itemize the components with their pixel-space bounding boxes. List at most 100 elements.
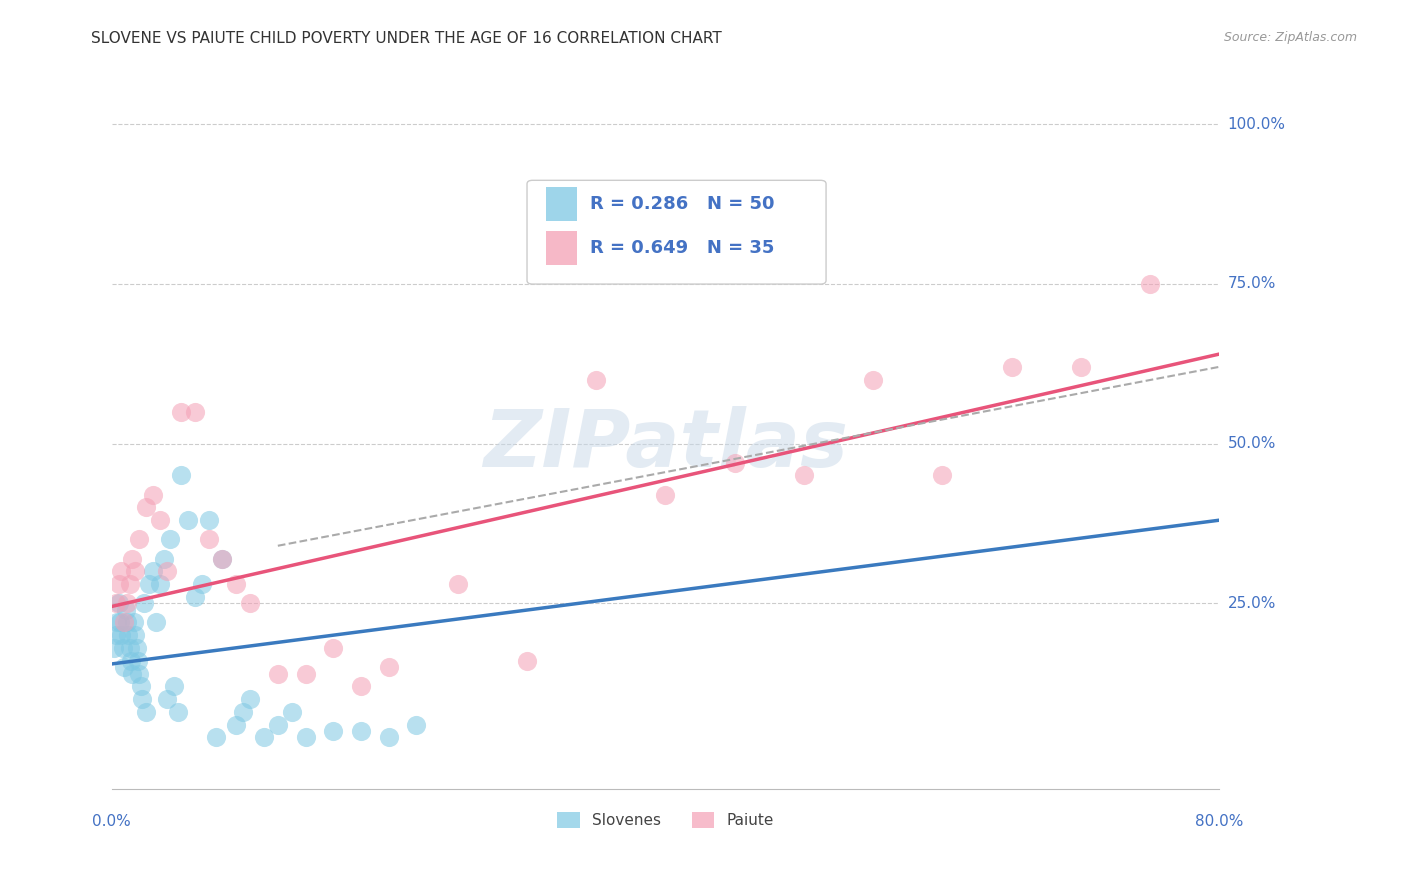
- Point: [1139, 277, 1161, 291]
- Point: [128, 666, 150, 681]
- Point: [350, 724, 373, 739]
- Point: [1000, 359, 1022, 374]
- Point: [447, 577, 470, 591]
- Point: [108, 615, 131, 630]
- Point: [654, 488, 676, 502]
- Point: [118, 640, 141, 655]
- Text: 75.0%: 75.0%: [1227, 277, 1275, 292]
- Text: R = 0.286   N = 50: R = 0.286 N = 50: [591, 195, 775, 213]
- Point: [163, 679, 186, 693]
- Point: [103, 640, 125, 655]
- Point: [121, 666, 143, 681]
- Point: [142, 564, 165, 578]
- Point: [931, 468, 953, 483]
- Text: 25.0%: 25.0%: [1227, 596, 1275, 611]
- Text: ZIPatlas: ZIPatlas: [482, 406, 848, 484]
- Bar: [546, 186, 576, 221]
- Point: [225, 717, 247, 731]
- Bar: [546, 231, 576, 266]
- Text: R = 0.649   N = 35: R = 0.649 N = 35: [591, 239, 775, 257]
- Point: [135, 705, 157, 719]
- Point: [159, 533, 181, 547]
- Point: [120, 654, 142, 668]
- Point: [114, 602, 136, 616]
- Text: SLOVENE VS PAIUTE CHILD POVERTY UNDER THE AGE OF 16 CORRELATION CHART: SLOVENE VS PAIUTE CHILD POVERTY UNDER TH…: [91, 31, 723, 46]
- Point: [107, 577, 129, 591]
- Point: [197, 513, 219, 527]
- Point: [377, 731, 399, 745]
- Point: [724, 456, 747, 470]
- Point: [184, 590, 207, 604]
- Text: 100.0%: 100.0%: [1227, 117, 1285, 132]
- Point: [112, 615, 135, 630]
- Point: [516, 654, 538, 668]
- Point: [204, 731, 226, 745]
- Point: [322, 640, 344, 655]
- Point: [197, 533, 219, 547]
- Point: [115, 596, 138, 610]
- Point: [124, 564, 146, 578]
- Point: [156, 564, 179, 578]
- Point: [1070, 359, 1092, 374]
- Point: [267, 717, 290, 731]
- Point: [125, 640, 148, 655]
- Point: [131, 692, 153, 706]
- Point: [294, 666, 316, 681]
- Point: [111, 640, 134, 655]
- Point: [267, 666, 290, 681]
- Point: [110, 628, 132, 642]
- Text: 50.0%: 50.0%: [1227, 436, 1275, 451]
- Point: [322, 724, 344, 739]
- Point: [239, 692, 262, 706]
- Point: [170, 468, 193, 483]
- Point: [585, 373, 607, 387]
- Point: [149, 577, 172, 591]
- Point: [793, 468, 815, 483]
- Point: [138, 577, 160, 591]
- Point: [184, 404, 207, 418]
- Point: [118, 577, 141, 591]
- Point: [225, 577, 247, 591]
- Point: [122, 615, 145, 630]
- Point: [377, 660, 399, 674]
- Point: [132, 596, 155, 610]
- FancyBboxPatch shape: [527, 180, 827, 284]
- Point: [121, 551, 143, 566]
- Point: [115, 615, 138, 630]
- Point: [105, 615, 128, 630]
- Point: [862, 373, 884, 387]
- Point: [149, 513, 172, 527]
- Point: [142, 488, 165, 502]
- Point: [104, 596, 127, 610]
- Point: [170, 404, 193, 418]
- Point: [129, 679, 152, 693]
- Point: [128, 533, 150, 547]
- Point: [135, 500, 157, 515]
- Point: [280, 705, 302, 719]
- Point: [177, 513, 200, 527]
- Legend: Slovenes, Paiute: Slovenes, Paiute: [551, 806, 780, 835]
- Point: [107, 596, 129, 610]
- Point: [104, 628, 127, 642]
- Text: 0.0%: 0.0%: [93, 814, 131, 829]
- Text: 80.0%: 80.0%: [1195, 814, 1243, 829]
- Point: [405, 717, 427, 731]
- Point: [190, 577, 212, 591]
- Point: [112, 660, 135, 674]
- Point: [294, 731, 316, 745]
- Point: [145, 615, 167, 630]
- Point: [110, 564, 132, 578]
- Point: [127, 654, 149, 668]
- Point: [124, 628, 146, 642]
- Point: [211, 551, 233, 566]
- Point: [211, 551, 233, 566]
- Point: [156, 692, 179, 706]
- Text: Source: ZipAtlas.com: Source: ZipAtlas.com: [1223, 31, 1357, 45]
- Point: [153, 551, 176, 566]
- Point: [253, 731, 276, 745]
- Point: [232, 705, 254, 719]
- Point: [239, 596, 262, 610]
- Point: [117, 628, 139, 642]
- Point: [350, 679, 373, 693]
- Point: [167, 705, 190, 719]
